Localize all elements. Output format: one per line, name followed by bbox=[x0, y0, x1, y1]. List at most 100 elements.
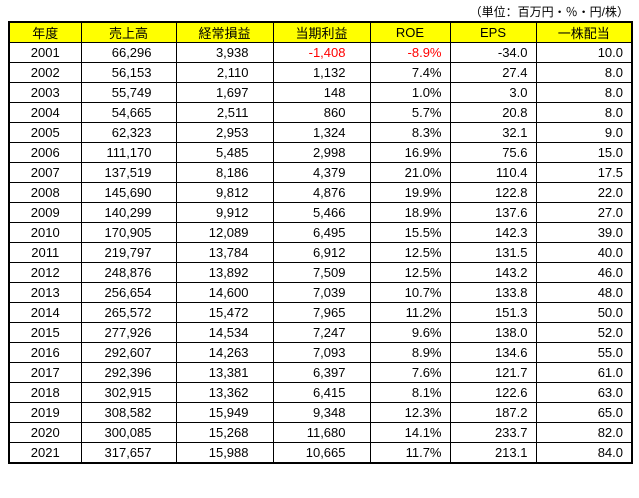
value-cell: 39.0 bbox=[535, 222, 633, 243]
value-cell: 111,170 bbox=[80, 142, 177, 163]
table-row: 2010 170,905 12,089 6,495 15.5% 142.3 39.0 bbox=[8, 222, 633, 243]
value-cell: 48.0 bbox=[535, 282, 633, 303]
value-cell: 61.0 bbox=[535, 362, 633, 383]
value-cell: 1,132 bbox=[272, 62, 371, 83]
value-cell: 14,534 bbox=[175, 322, 274, 343]
value-cell: 122.6 bbox=[449, 382, 537, 403]
value-cell: 8.0 bbox=[535, 62, 633, 83]
value-cell: 170,905 bbox=[80, 222, 177, 243]
value-cell: 9.0 bbox=[535, 122, 633, 143]
year-cell: 2013 bbox=[8, 282, 82, 303]
value-cell: 145,690 bbox=[80, 182, 177, 203]
table-row: 2008 145,690 9,812 4,876 19.9% 122.8 22.0 bbox=[8, 182, 633, 203]
year-cell: 2018 bbox=[8, 382, 82, 403]
value-cell: 317,657 bbox=[80, 442, 177, 463]
value-cell: 265,572 bbox=[80, 302, 177, 323]
year-cell: 2012 bbox=[8, 262, 82, 283]
value-cell: 6,912 bbox=[272, 242, 371, 263]
table-row: 2009 140,299 9,912 5,466 18.9% 137.6 27.0 bbox=[8, 202, 633, 223]
value-cell: 8.0 bbox=[535, 102, 633, 123]
value-cell: -1,408 bbox=[272, 42, 371, 63]
value-cell: 6,415 bbox=[272, 382, 371, 403]
value-cell: 75.6 bbox=[449, 142, 537, 163]
table-row: 2005 62,323 2,953 1,324 8.3% 32.1 9.0 bbox=[8, 122, 633, 143]
value-cell: 2,110 bbox=[175, 62, 274, 83]
value-cell: 7,965 bbox=[272, 302, 371, 323]
value-cell: 3.0 bbox=[449, 82, 537, 103]
value-cell: 7.6% bbox=[369, 362, 451, 383]
value-cell: 302,915 bbox=[80, 382, 177, 403]
table-row: 2006 111,170 5,485 2,998 16.9% 75.6 15.0 bbox=[8, 142, 633, 163]
value-cell: 4,379 bbox=[272, 162, 371, 183]
value-cell: 2,511 bbox=[175, 102, 274, 123]
column-header-2: 経常損益 bbox=[175, 21, 274, 43]
value-cell: 19.9% bbox=[369, 182, 451, 203]
value-cell: 6,397 bbox=[272, 362, 371, 383]
value-cell: 9.6% bbox=[369, 322, 451, 343]
value-cell: 12.5% bbox=[369, 262, 451, 283]
table-row: 2003 55,749 1,697 148 1.0% 3.0 8.0 bbox=[8, 82, 633, 103]
value-cell: 7,509 bbox=[272, 262, 371, 283]
value-cell: 137,519 bbox=[80, 162, 177, 183]
value-cell: 65.0 bbox=[535, 402, 633, 423]
year-cell: 2021 bbox=[8, 442, 82, 463]
value-cell: 292,396 bbox=[80, 362, 177, 383]
value-cell: 292,607 bbox=[80, 342, 177, 363]
value-cell: 62,323 bbox=[80, 122, 177, 143]
value-cell: 15.5% bbox=[369, 222, 451, 243]
value-cell: 40.0 bbox=[535, 242, 633, 263]
value-cell: 14.1% bbox=[369, 422, 451, 443]
table-row: 2007 137,519 8,186 4,379 21.0% 110.4 17.5 bbox=[8, 162, 633, 183]
value-cell: 27.0 bbox=[535, 202, 633, 223]
value-cell: 54,665 bbox=[80, 102, 177, 123]
value-cell: 12.3% bbox=[369, 402, 451, 423]
value-cell: 55,749 bbox=[80, 82, 177, 103]
value-cell: 219,797 bbox=[80, 242, 177, 263]
value-cell: 140,299 bbox=[80, 202, 177, 223]
value-cell: 134.6 bbox=[449, 342, 537, 363]
value-cell: 7.4% bbox=[369, 62, 451, 83]
year-cell: 2010 bbox=[8, 222, 82, 243]
value-cell: 20.8 bbox=[449, 102, 537, 123]
year-cell: 2016 bbox=[8, 342, 82, 363]
value-cell: -34.0 bbox=[449, 42, 537, 63]
value-cell: 56,153 bbox=[80, 62, 177, 83]
value-cell: 55.0 bbox=[535, 342, 633, 363]
column-header-3: 当期利益 bbox=[272, 21, 371, 43]
value-cell: 46.0 bbox=[535, 262, 633, 283]
year-cell: 2005 bbox=[8, 122, 82, 143]
column-header-0: 年度 bbox=[8, 21, 82, 43]
value-cell: -8.9% bbox=[369, 42, 451, 63]
year-cell: 2008 bbox=[8, 182, 82, 203]
value-cell: 233.7 bbox=[449, 422, 537, 443]
value-cell: 21.0% bbox=[369, 162, 451, 183]
year-cell: 2003 bbox=[8, 82, 82, 103]
value-cell: 137.6 bbox=[449, 202, 537, 223]
value-cell: 1,324 bbox=[272, 122, 371, 143]
value-cell: 52.0 bbox=[535, 322, 633, 343]
value-cell: 5,466 bbox=[272, 202, 371, 223]
value-cell: 308,582 bbox=[80, 402, 177, 423]
value-cell: 6,495 bbox=[272, 222, 371, 243]
column-header-4: ROE bbox=[369, 21, 451, 43]
table-row: 2014 265,572 15,472 7,965 11.2% 151.3 50.0 bbox=[8, 302, 633, 323]
table-row: 2011 219,797 13,784 6,912 12.5% 131.5 40.0 bbox=[8, 242, 633, 263]
table-row: 2004 54,665 2,511 860 5.7% 20.8 8.0 bbox=[8, 102, 633, 123]
year-cell: 2009 bbox=[8, 202, 82, 223]
value-cell: 151.3 bbox=[449, 302, 537, 323]
value-cell: 18.9% bbox=[369, 202, 451, 223]
value-cell: 16.9% bbox=[369, 142, 451, 163]
table-row: 2021 317,657 15,988 10,665 11.7% 213.1 84.0 bbox=[8, 442, 633, 463]
value-cell: 148 bbox=[272, 82, 371, 103]
value-cell: 66,296 bbox=[80, 42, 177, 63]
value-cell: 133.8 bbox=[449, 282, 537, 303]
value-cell: 5.7% bbox=[369, 102, 451, 123]
value-cell: 8.1% bbox=[369, 382, 451, 403]
value-cell: 10.0 bbox=[535, 42, 633, 63]
value-cell: 15.0 bbox=[535, 142, 633, 163]
value-cell: 4,876 bbox=[272, 182, 371, 203]
table-row: 2016 292,607 14,263 7,093 8.9% 134.6 55.0 bbox=[8, 342, 633, 363]
value-cell: 7,093 bbox=[272, 342, 371, 363]
value-cell: 187.2 bbox=[449, 402, 537, 423]
